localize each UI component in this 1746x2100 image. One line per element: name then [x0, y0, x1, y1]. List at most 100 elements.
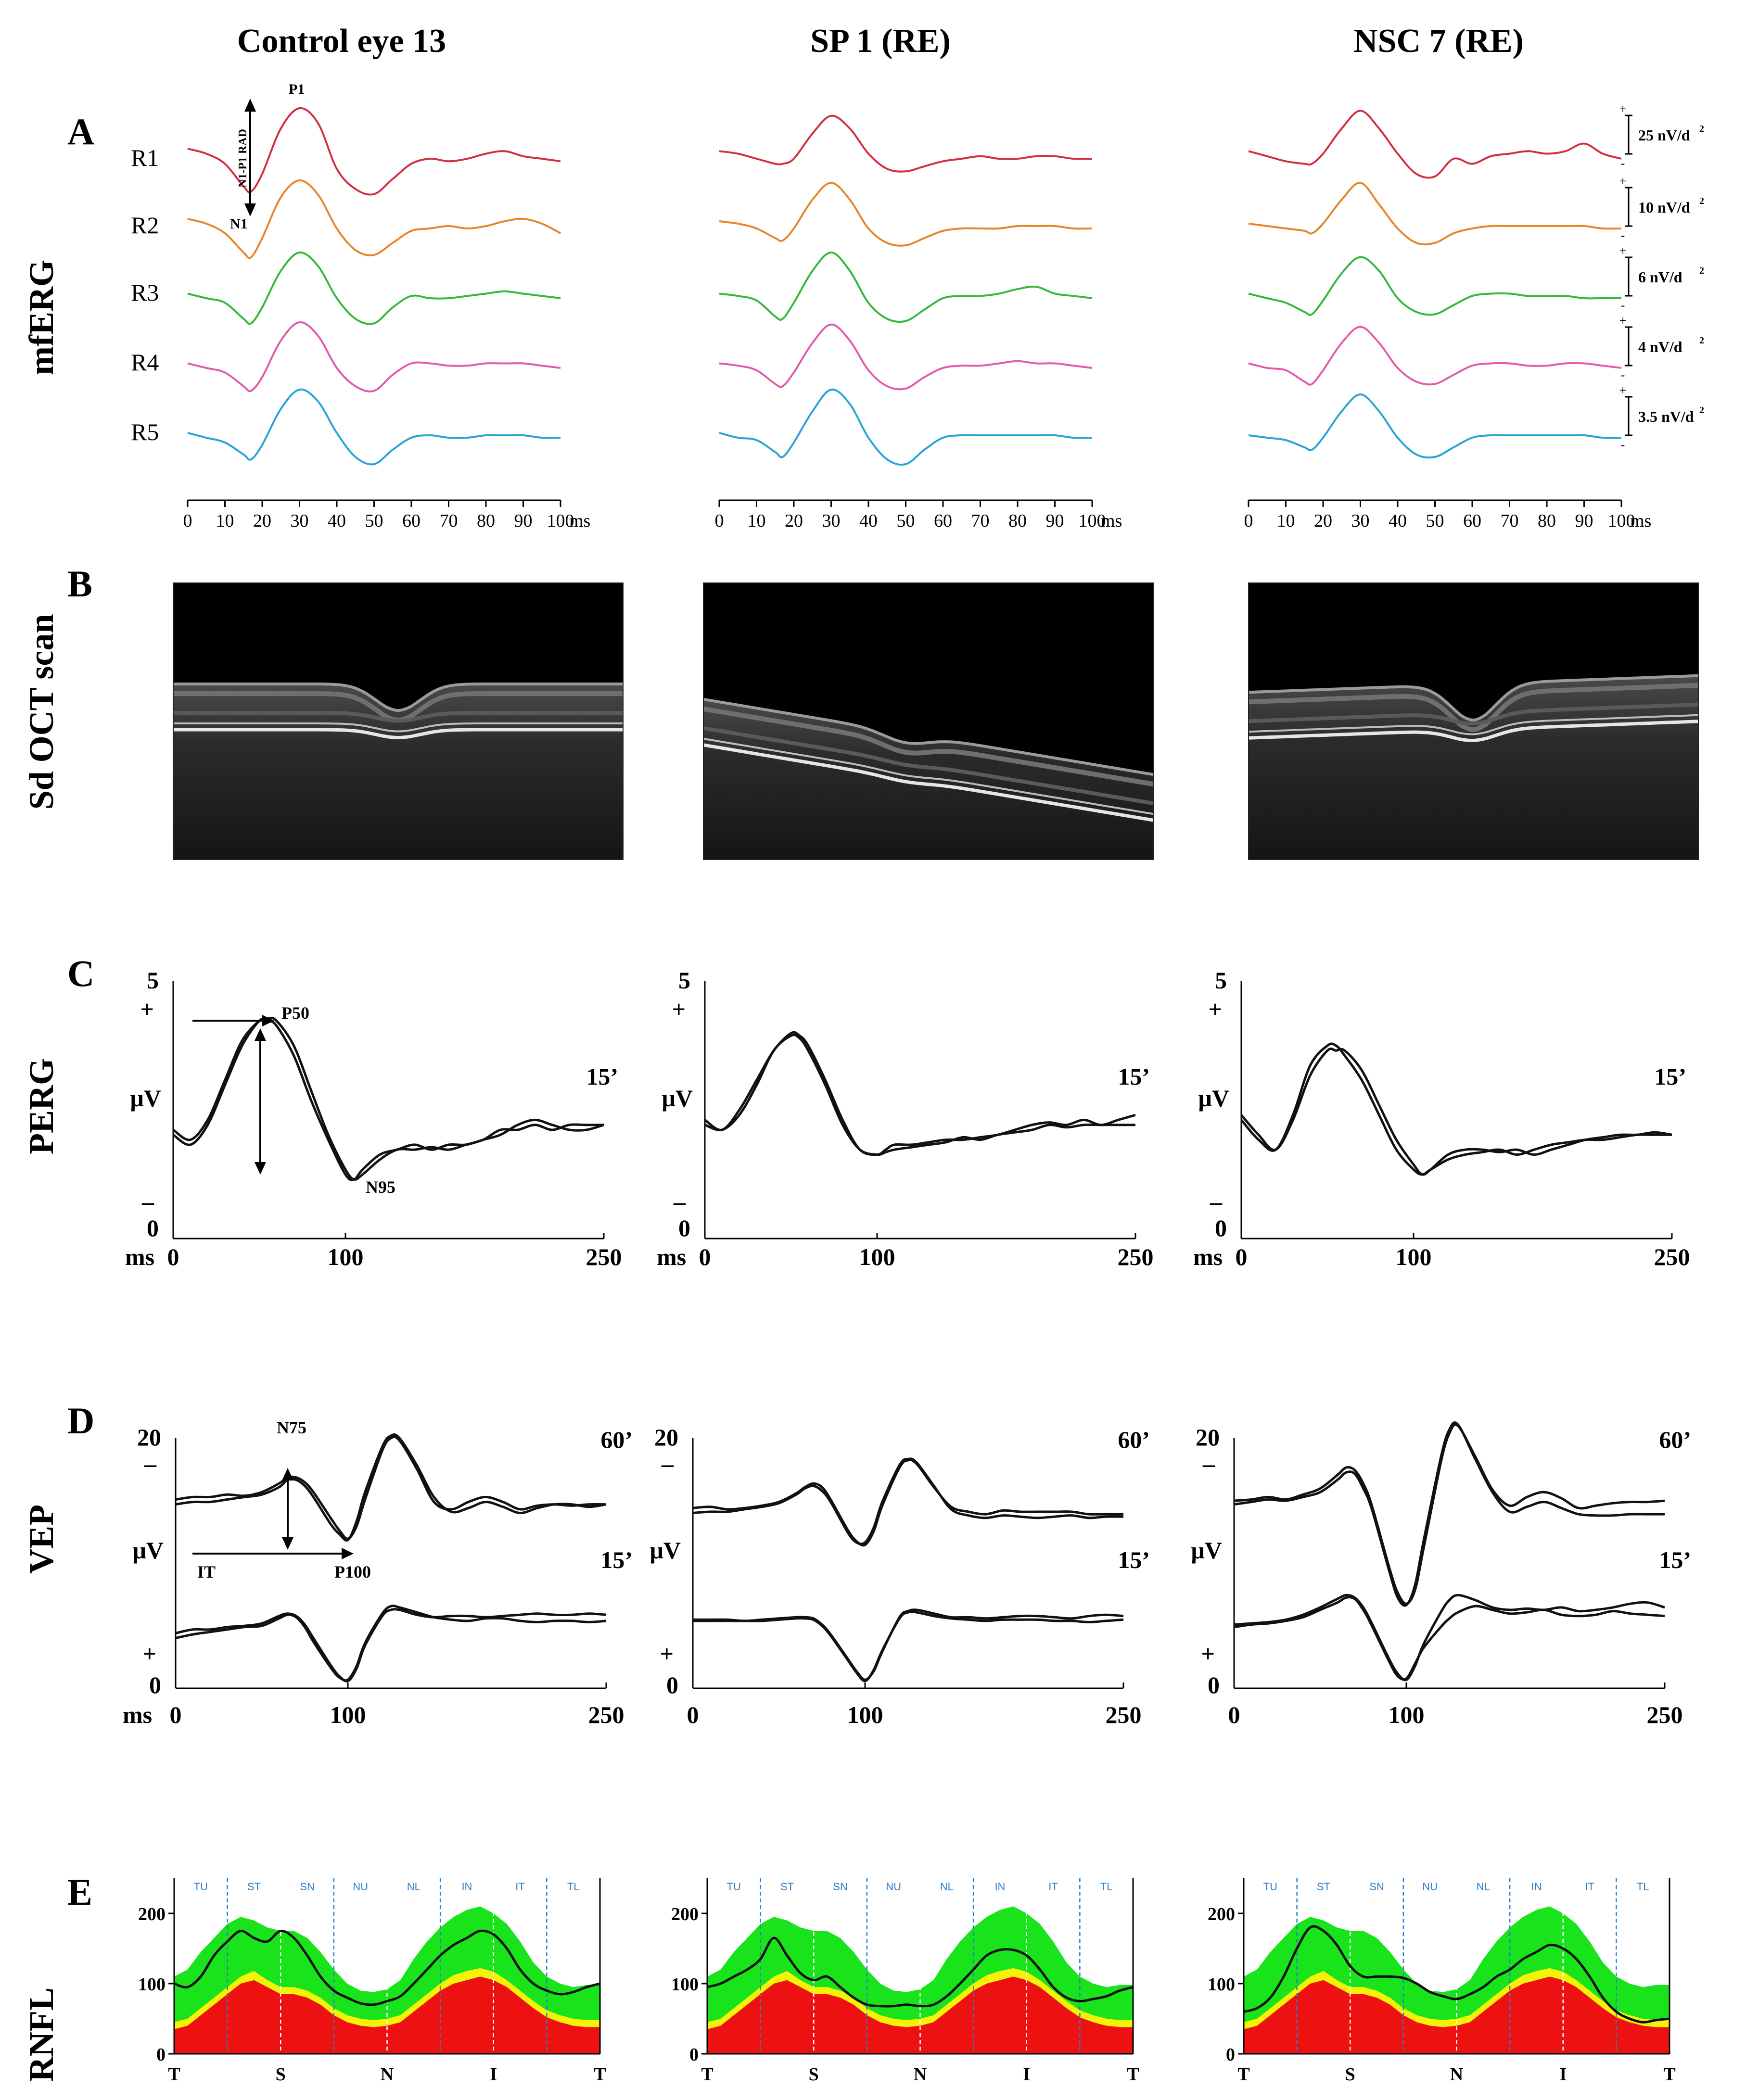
mferg-trace-r4 — [719, 323, 1093, 391]
perg-y-plus: + — [140, 996, 154, 1023]
perg-x-tick-label: 0 — [699, 1243, 711, 1270]
mferg-x-tick-label: 100 — [1079, 511, 1106, 531]
mferg-x-tick-label: 0 — [1244, 511, 1253, 531]
it-latency-arrow-head — [342, 1548, 354, 1559]
oct-nfl-layer — [173, 683, 623, 712]
mferg-x-tick-label: 60 — [934, 511, 952, 531]
n75-arrow-head-up — [282, 1468, 293, 1480]
vep-trace — [175, 1608, 607, 1683]
oct-rpe-band — [1248, 720, 1699, 743]
panel-letters: A B C D E — [67, 111, 94, 1913]
mferg-x-tick-label: 80 — [477, 511, 495, 531]
scale-bar-label: 10 nV/d — [1638, 199, 1690, 216]
vep-condition-60: 60’ — [600, 1426, 633, 1453]
ring-label-r1: R1 — [131, 144, 159, 171]
rnfl-sector-label: IN — [994, 1881, 1005, 1893]
vep-y-plus: + — [660, 1640, 674, 1667]
rnfl-sector-label: NL — [1477, 1881, 1490, 1893]
oct-outer-layers — [173, 711, 623, 723]
perg-y-tick-5: 5 — [678, 967, 690, 994]
vep-trace — [692, 1610, 1124, 1683]
n75-label: N75 — [277, 1418, 306, 1437]
oct-inner-layers — [1248, 683, 1699, 732]
vep-x-tick-label: 100 — [847, 1701, 883, 1728]
mferg-x-unit: ms — [569, 511, 590, 531]
rnfl-y-tick-label: 100 — [671, 1974, 699, 1995]
panel-letter-e: E — [67, 1871, 92, 1913]
oct-scan-frame — [703, 582, 1154, 860]
ring-label-r3: R3 — [131, 279, 159, 306]
oct-nfl-layer — [703, 697, 1154, 776]
mferg-trace-r2 — [1248, 182, 1622, 246]
vep-condition-15: 15’ — [600, 1546, 633, 1573]
mferg-x-tick-label: 50 — [365, 511, 383, 531]
vep-trace — [1234, 1596, 1665, 1681]
perg-y-minus: – — [1210, 1188, 1223, 1215]
perg-trace — [172, 1017, 604, 1181]
perg-condition-label: 15’ — [1654, 1063, 1686, 1090]
rnfl-sector-label: NL — [940, 1881, 954, 1893]
perg-y-unit: μV — [1198, 1085, 1229, 1112]
col-heading-nsc7: NSC 7 (RE) — [1353, 23, 1524, 60]
perg-y-plus: + — [672, 996, 686, 1023]
rnfl-x-label: T — [1663, 2064, 1675, 2085]
col-heading-sp1: SP 1 (RE) — [810, 23, 951, 60]
mferg-x-tick-label: 80 — [1538, 511, 1556, 531]
n75-arrow-head-down — [282, 1537, 293, 1550]
row-labels: mfERG Sd OCT scan PERG VEP RNFL — [22, 260, 61, 2082]
mferg-x-tick-label: 40 — [328, 511, 346, 531]
column-headings: Control eye 13 SP 1 (RE) NSC 7 (RE) — [237, 23, 1524, 60]
perg-y-tick-0: 0 — [678, 1214, 690, 1241]
scale-bar-label: 3.5 nV/d — [1638, 408, 1694, 425]
rnfl-thickness-curve — [174, 1929, 600, 2006]
mferg-x-tick-label: 50 — [897, 511, 915, 531]
scale-bar-minus: - — [1621, 438, 1625, 452]
p1-label: P1 — [289, 81, 305, 97]
vep-panel: 0 100 250 ms 20 0 – + μV 60’ 15’ 0 100 250 20 0 – + μV 60’ 1… — [123, 1421, 1691, 1728]
rnfl-sector-label: TL — [567, 1881, 580, 1893]
vep-condition-60: 60’ — [1118, 1426, 1150, 1453]
mferg-trace-r1 — [187, 107, 561, 196]
perg-x-unit: ms — [125, 1243, 154, 1270]
oct-ellipsoid-zone — [703, 737, 1154, 815]
scale-bar-minus: - — [1621, 298, 1625, 312]
perg-y-tick-5: 5 — [147, 967, 159, 994]
rnfl-x-label: T — [594, 2064, 606, 2085]
mferg-trace-r4 — [187, 321, 561, 392]
perg-y-tick-5: 5 — [1215, 967, 1227, 994]
perg-trace — [172, 1016, 604, 1181]
rnfl-y-tick-label: 0 — [156, 2045, 166, 2065]
mferg-x-tick-label: 40 — [1389, 511, 1407, 531]
ring-label-r4: R4 — [131, 349, 159, 376]
vep-trace — [1234, 1421, 1665, 1607]
perg-x-tick-label: 250 — [1654, 1243, 1690, 1270]
rad-label: N1-P1 RAD — [237, 129, 249, 188]
rnfl-sector-label: NU — [886, 1881, 901, 1893]
perg-x-tick-label: 0 — [167, 1243, 179, 1270]
rnfl-x-label: N — [1450, 2064, 1463, 2085]
vep-trace — [175, 1433, 607, 1542]
rnfl-x-label: T — [1237, 2064, 1249, 2085]
rnfl-y-tick-label: 200 — [1208, 1904, 1235, 1924]
rnfl-sector-label: TU — [1263, 1881, 1277, 1893]
vep-y-minus: – — [1202, 1450, 1215, 1477]
vep-condition-15: 15’ — [1118, 1546, 1150, 1573]
rnfl-x-label: S — [1345, 2064, 1355, 2085]
n95-label: N95 — [366, 1177, 395, 1197]
mferg-trace-r5 — [719, 388, 1093, 466]
rnfl-sector-label: SN — [1369, 1881, 1384, 1893]
mferg-x-tick-label: 70 — [1501, 511, 1519, 531]
perg-y-minus: – — [673, 1188, 686, 1215]
scale-bar-label: 6 nV/d — [1638, 268, 1682, 286]
mferg-x-tick-label: 70 — [971, 511, 990, 531]
perg-x-tick-label: 250 — [586, 1243, 622, 1270]
row-label-oct: Sd OCT scan — [22, 614, 61, 810]
rnfl-sector-label: NL — [407, 1881, 421, 1893]
rnfl-sector-label: IN — [1531, 1881, 1542, 1893]
mferg-trace-r3 — [187, 251, 561, 325]
rnfl-x-label: N — [381, 2064, 394, 2085]
vep-x-tick-label: 0 — [1228, 1701, 1240, 1728]
p50-amplitude-arrow-head-down — [255, 1162, 266, 1175]
perg-condition-label: 15’ — [1118, 1063, 1150, 1090]
